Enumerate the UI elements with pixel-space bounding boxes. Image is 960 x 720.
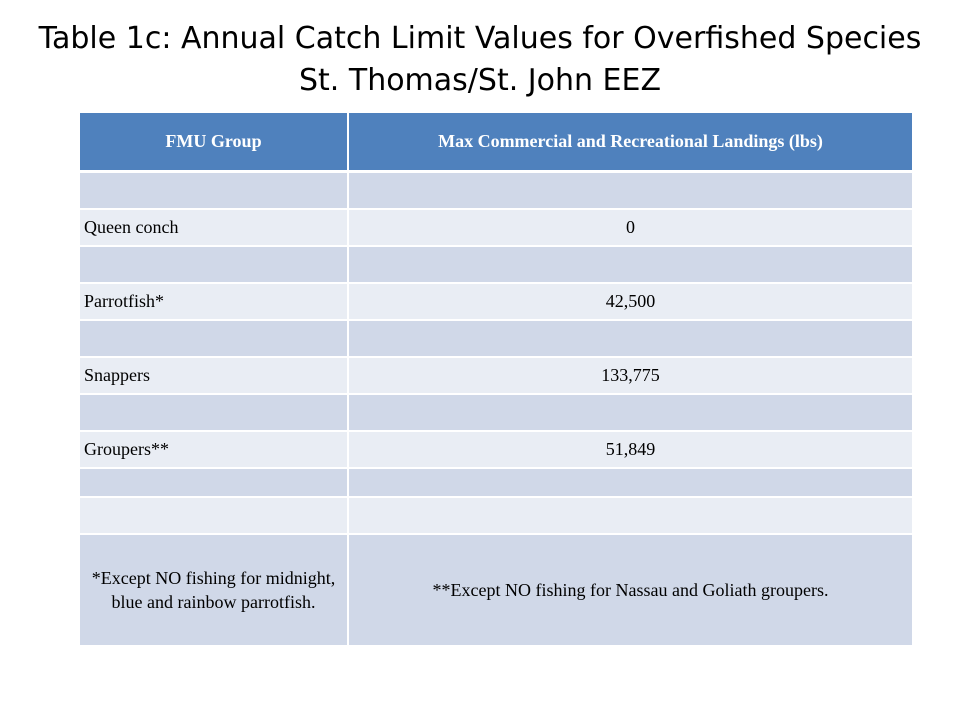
table-row (80, 468, 912, 498)
table-row (80, 394, 912, 432)
cell-value (348, 171, 912, 210)
cell-value (348, 394, 912, 432)
cell-group: Parrotfish* (80, 283, 349, 321)
cell-group (80, 468, 349, 498)
table-row (80, 320, 912, 358)
table-header-row: FMU Group Max Commercial and Recreationa… (80, 113, 912, 173)
cell-group (80, 246, 349, 284)
table-row (80, 497, 912, 535)
catch-limit-table: FMU Group Max Commercial and Recreationa… (80, 113, 912, 647)
table-row: Snappers 133,775 (80, 357, 912, 395)
cell-group (80, 320, 349, 358)
cell-value: 42,500 (348, 283, 912, 321)
slide-title: Table 1c: Annual Catch Limit Values for … (0, 18, 960, 102)
cell-group (80, 394, 349, 432)
cell-group (80, 497, 349, 535)
cell-value (348, 468, 912, 498)
cell-value: 51,849 (348, 431, 912, 469)
footnote-groupers: **Except NO fishing for Nassau and Golia… (348, 534, 912, 647)
title-line-2: St. Thomas/St. John EEZ (298, 63, 662, 98)
table-row: Queen conch 0 (80, 209, 912, 247)
footnote-parrotfish: *Except NO fishing for midnight, blue an… (80, 534, 349, 647)
cell-group (80, 171, 349, 210)
cell-group: Groupers** (80, 431, 349, 469)
cell-value: 133,775 (348, 357, 912, 395)
title-line-1: Table 1c: Annual Catch Limit Values for … (38, 21, 922, 56)
cell-value (348, 320, 912, 358)
header-fmu-group: FMU Group (80, 113, 349, 173)
cell-value: 0 (348, 209, 912, 247)
cell-value (348, 497, 912, 535)
footnote-row: *Except NO fishing for midnight, blue an… (80, 534, 912, 647)
cell-group: Snappers (80, 357, 349, 395)
table-row: Parrotfish* 42,500 (80, 283, 912, 321)
header-max-landings: Max Commercial and Recreational Landings… (348, 113, 912, 173)
cell-group: Queen conch (80, 209, 349, 247)
table-row (80, 171, 912, 210)
table-row: Groupers** 51,849 (80, 431, 912, 469)
cell-value (348, 246, 912, 284)
table-row (80, 246, 912, 284)
